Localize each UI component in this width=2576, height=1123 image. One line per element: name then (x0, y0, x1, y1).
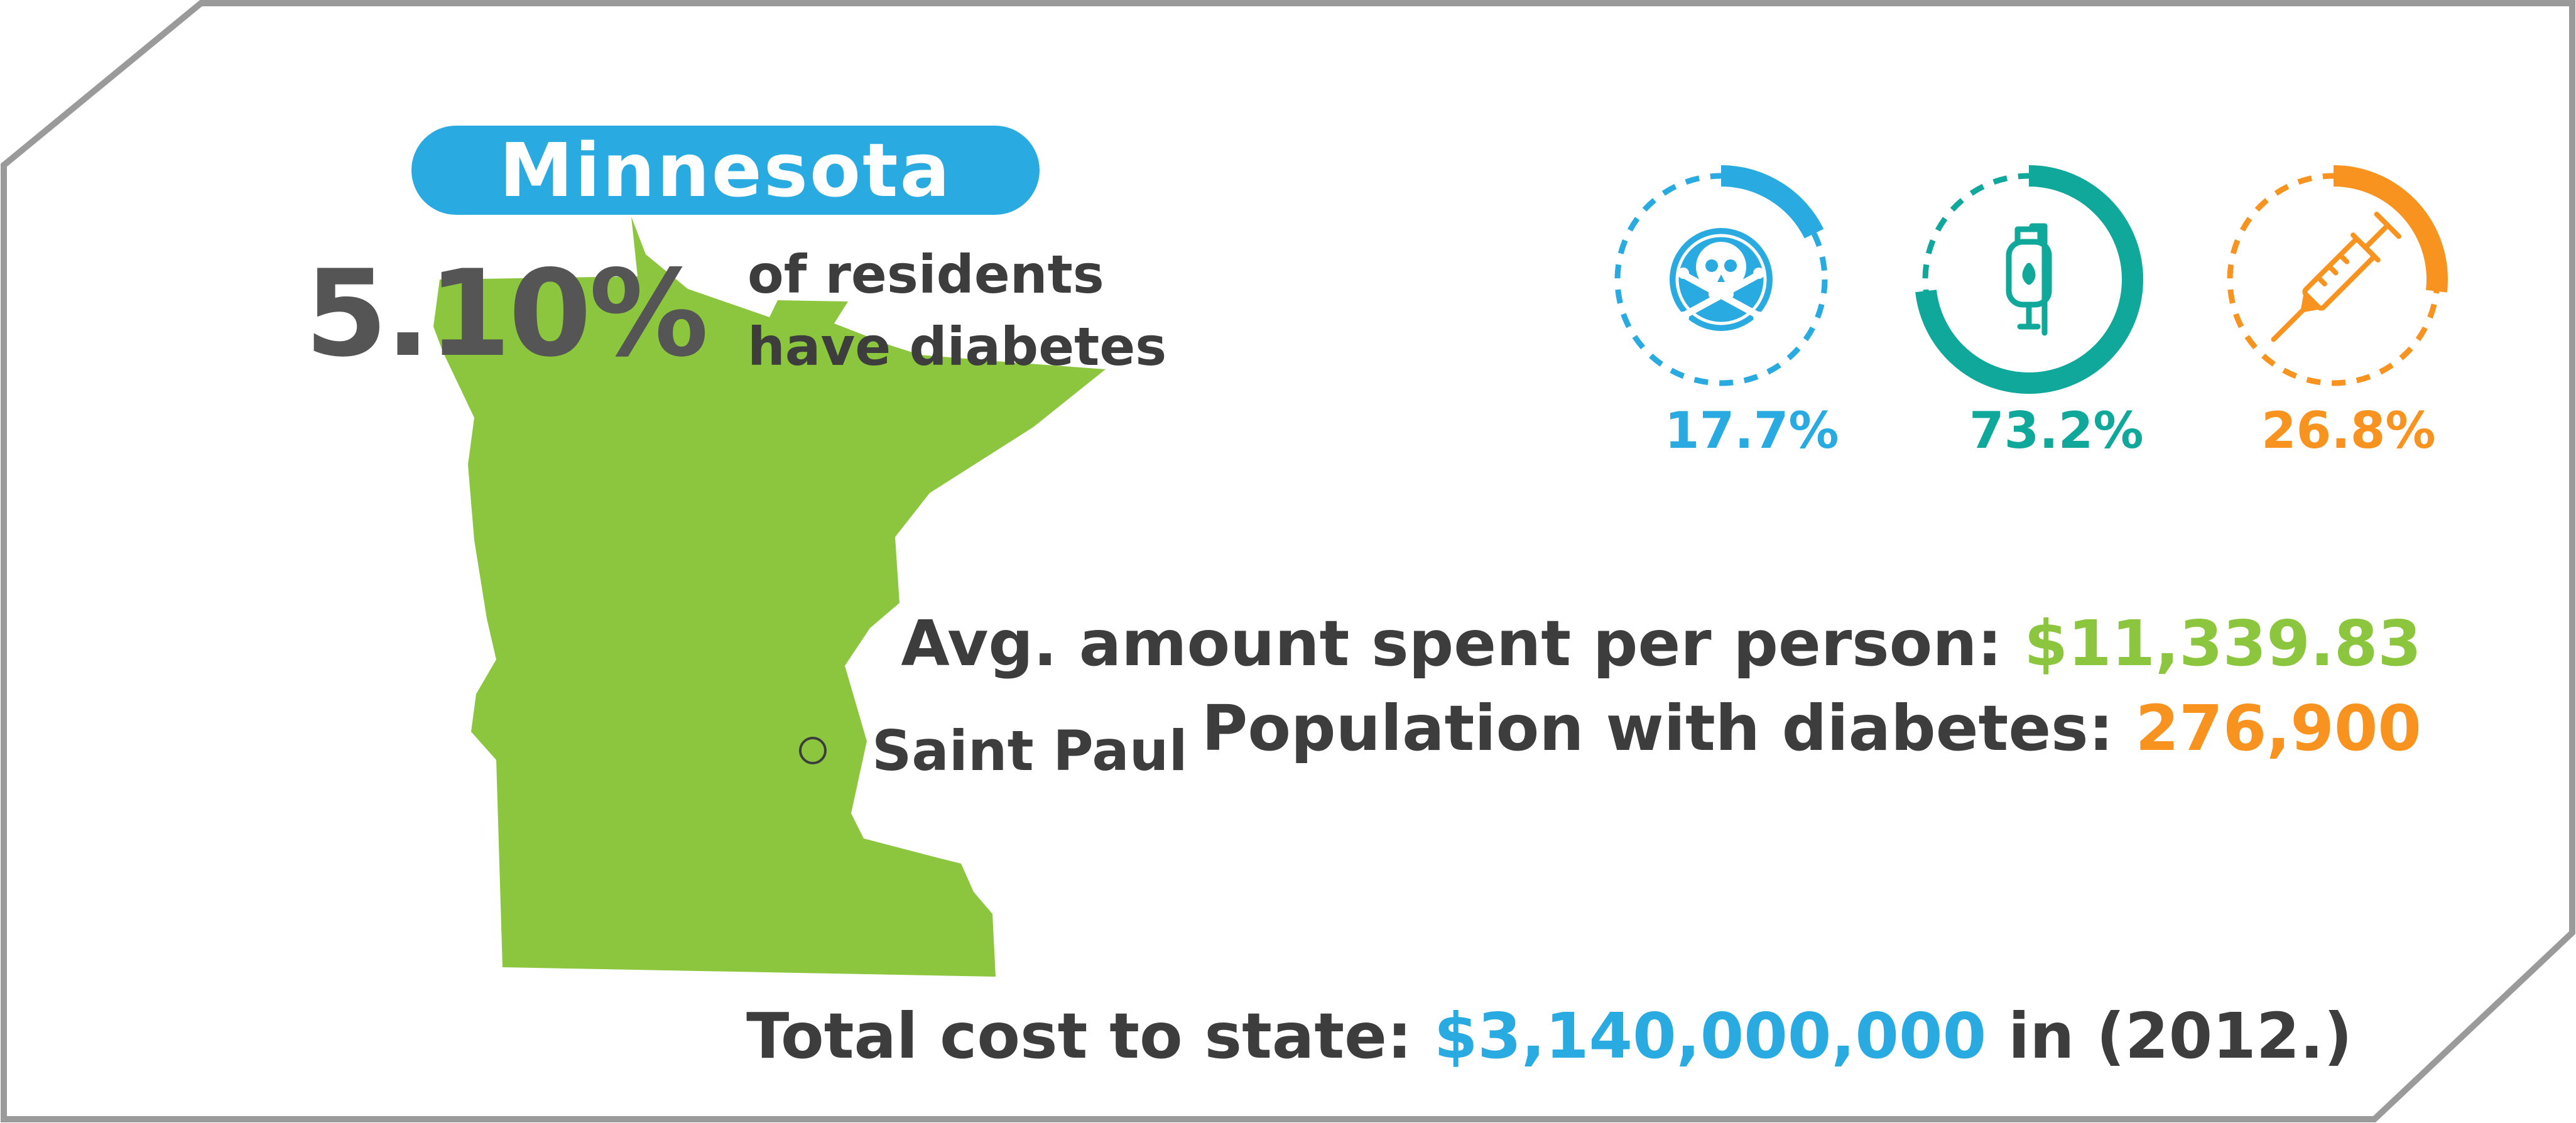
state-name: Minnesota (499, 127, 952, 214)
iv-bag-icon (2006, 223, 2052, 336)
ring-chart-3 (2219, 165, 2448, 394)
syringe-icon (2271, 212, 2401, 342)
ring-arc-1 (1607, 165, 1835, 394)
population-value: 276,900 (2135, 692, 2421, 765)
ring-chart-2 (1915, 165, 2143, 394)
ring-value-3: 26.8% (2261, 401, 2436, 460)
ring-value-1: 17.7% (1665, 401, 1839, 460)
skull-crossbones-icon (1670, 228, 1773, 331)
total-cost-year: in (2012.) (2008, 999, 2352, 1073)
residents-caption-line1: of residents (747, 244, 1104, 305)
avg-spent-value: $11,339.83 (2024, 607, 2421, 680)
ring-chart-1 (1607, 165, 1835, 394)
avg-spent-line: Avg. amount spent per person: $11,339.83 (901, 612, 2421, 675)
city-marker-icon (799, 737, 827, 764)
diabetes-percent: 5.10% (305, 244, 709, 383)
population-line: Population with diabetes: 276,900 (1202, 697, 2421, 760)
ring-arc-2 (1915, 165, 2143, 394)
total-cost-label: Total cost to state: (746, 999, 1412, 1073)
total-cost-value: $3,140,000,000 (1433, 999, 1987, 1073)
ring-arc-3 (2219, 165, 2448, 394)
city-label: Saint Paul (872, 719, 1188, 783)
state-name-badge: Minnesota (411, 126, 1040, 215)
ring-value-2: 73.2% (1969, 401, 2144, 460)
population-label: Population with diabetes: (1202, 692, 2114, 765)
avg-spent-label: Avg. amount spent per person: (901, 607, 2003, 680)
total-cost-line: Total cost to state: $3,140,000,000 in (… (746, 1005, 2352, 1068)
residents-caption-line2: have diabetes (747, 316, 1167, 377)
